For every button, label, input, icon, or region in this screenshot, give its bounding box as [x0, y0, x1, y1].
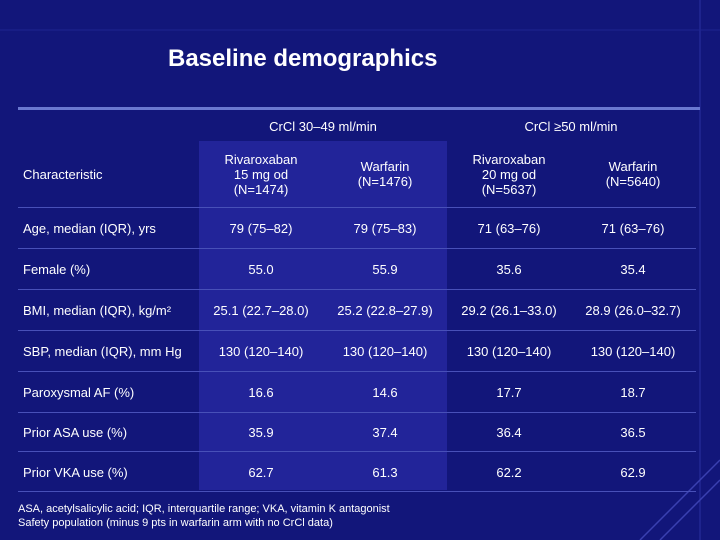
row-separator	[18, 248, 696, 249]
table-cell: 62.9	[620, 464, 646, 480]
table-cell: 71 (63–76)	[477, 220, 541, 236]
row-label: BMI, median (IQR), kg/m²	[23, 302, 172, 318]
table-cell: 25.2 (22.8–27.9)	[337, 302, 433, 318]
table-cell: 35.4	[620, 261, 646, 277]
table-cell: 36.4	[496, 424, 522, 440]
table-cell: 14.6	[372, 384, 398, 400]
table-cell: 55.9	[372, 261, 398, 277]
shaded-column-2	[323, 141, 447, 490]
column-header: Rivaroxaban 15 mg od (N=1474)	[224, 151, 298, 197]
table-cell: 28.9 (26.0–32.7)	[585, 302, 681, 318]
footnote-population: Safety population (minus 9 pts in warfar…	[18, 517, 333, 529]
table-cell: 62.2	[496, 464, 522, 480]
row-label: Female (%)	[23, 261, 91, 277]
row-separator	[18, 451, 696, 452]
table-cell: 29.2 (26.1–33.0)	[461, 302, 557, 318]
row-separator	[18, 491, 696, 492]
row-separator	[18, 412, 696, 413]
group-header-crcl-50: CrCl ≥50 ml/min	[524, 119, 618, 134]
table-cell: 130 (120–140)	[218, 343, 304, 359]
column-header: Warfarin (N=1476)	[357, 159, 413, 189]
table-cell: 16.6	[248, 384, 274, 400]
row-label: Prior VKA use (%)	[23, 464, 128, 480]
table-cell: 35.9	[248, 424, 274, 440]
slide-title: Baseline demographics	[168, 45, 438, 72]
table-cell: 36.5	[620, 424, 646, 440]
shaded-column-1	[199, 141, 323, 490]
row-label: SBP, median (IQR), mm Hg	[23, 343, 182, 359]
title-divider	[18, 107, 700, 110]
table-cell: 62.7	[248, 464, 274, 480]
table-cell: 79 (75–83)	[353, 220, 417, 236]
table-cell: 130 (120–140)	[590, 343, 676, 359]
table-cell: 35.6	[496, 261, 522, 277]
row-separator	[18, 330, 696, 331]
row-label: Paroxysmal AF (%)	[23, 384, 135, 400]
table-cell: 61.3	[372, 464, 398, 480]
column-header: Warfarin (N=5640)	[605, 159, 661, 189]
row-separator	[18, 289, 696, 290]
characteristic-header: Characteristic	[23, 166, 103, 182]
table-cell: 79 (75–82)	[229, 220, 293, 236]
group-header-crcl-30-49: CrCl 30–49 ml/min	[269, 119, 377, 134]
column-header: Rivaroxaban 20 mg od (N=5637)	[472, 151, 546, 197]
table-cell: 18.7	[620, 384, 646, 400]
row-separator	[18, 207, 696, 208]
table-cell: 55.0	[248, 261, 274, 277]
table-cell: 37.4	[372, 424, 398, 440]
table-cell: 130 (120–140)	[342, 343, 428, 359]
row-separator	[18, 371, 696, 372]
footnote-abbreviations: ASA, acetylsalicylic acid; IQR, interqua…	[18, 503, 390, 515]
table-cell: 25.1 (22.7–28.0)	[213, 302, 309, 318]
row-label: Prior ASA use (%)	[23, 424, 128, 440]
table-cell: 71 (63–76)	[601, 220, 665, 236]
footnotes: ASA, acetylsalicylic acid; IQR, interqua…	[18, 502, 390, 530]
row-label: Age, median (IQR), yrs	[23, 220, 156, 236]
table-cell: 17.7	[496, 384, 522, 400]
table-cell: 130 (120–140)	[466, 343, 552, 359]
